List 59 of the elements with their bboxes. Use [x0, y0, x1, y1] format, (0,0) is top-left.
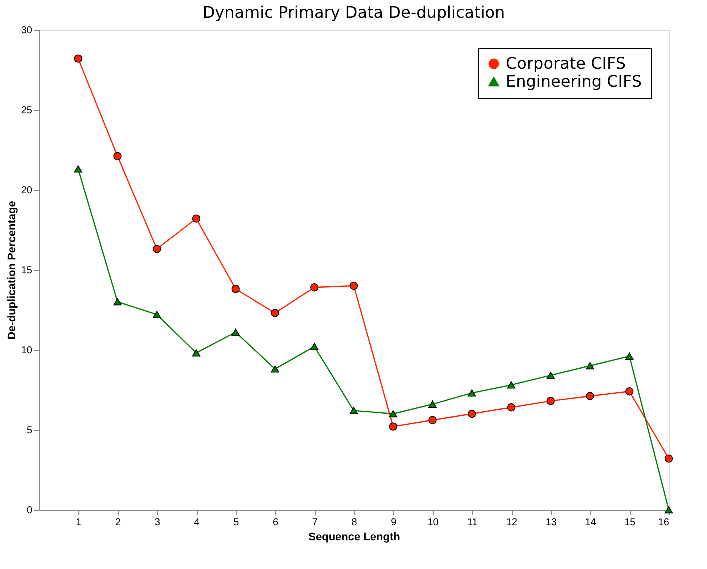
- point: [389, 422, 398, 431]
- x-tick-label: 6: [272, 518, 279, 528]
- point: [664, 454, 674, 463]
- x-tick-label: 16: [658, 518, 670, 528]
- x-tick-label: 8: [352, 518, 358, 528]
- point: [468, 410, 476, 418]
- legend-label: Corporate CIFS: [506, 54, 626, 73]
- point: [428, 400, 437, 408]
- point: [192, 214, 201, 223]
- x-tick-label: 4: [194, 518, 200, 528]
- x-tick-label: 12: [506, 518, 518, 528]
- x-tick-label: 10: [428, 518, 440, 528]
- y-tick-label: 25: [21, 106, 33, 116]
- y-tick-label: 5: [26, 426, 33, 436]
- point: [350, 282, 358, 290]
- y-tick-label: 20: [21, 186, 33, 196]
- x-tick-label: 9: [391, 518, 398, 528]
- x-tick-label: 14: [585, 518, 597, 528]
- x-tick-label: 3: [154, 518, 161, 528]
- point: [507, 382, 516, 389]
- point: [546, 372, 555, 380]
- point: [114, 298, 122, 306]
- point: [546, 397, 555, 406]
- x-tick-label: 1: [76, 518, 82, 528]
- legend-label: Engineering CIFS: [506, 72, 642, 91]
- y-axis-title: De-duplication Percentage: [6, 201, 18, 340]
- point: [74, 166, 82, 173]
- point: [232, 285, 240, 294]
- point: [428, 416, 437, 424]
- y-tick-label: 10: [21, 346, 33, 356]
- point: [232, 328, 240, 336]
- x-tick-label: 2: [115, 518, 122, 528]
- point: [468, 390, 476, 397]
- point: [74, 54, 82, 63]
- point: [310, 284, 319, 292]
- point: [626, 352, 634, 360]
- x-tick-label: 11: [467, 518, 478, 528]
- point: [507, 404, 516, 412]
- point: [153, 311, 162, 318]
- x-tick-label: 15: [624, 518, 636, 528]
- x-tick-label: 5: [234, 518, 240, 528]
- x-tick-label: 13: [546, 518, 558, 528]
- point: [114, 152, 122, 160]
- point: [586, 392, 594, 400]
- point: [626, 388, 634, 396]
- point: [586, 362, 594, 370]
- point: [271, 366, 280, 373]
- chart-title: Dynamic Primary Data De-duplication: [202, 3, 506, 22]
- x-axis-title: Sequence Length: [308, 532, 401, 544]
- y-tick-label: 30: [21, 26, 33, 36]
- x-tick-label: 7: [312, 518, 318, 528]
- point: [350, 407, 358, 414]
- y-tick-label: 15: [21, 266, 33, 276]
- y-tick-label: 0: [26, 506, 33, 516]
- point: [389, 410, 398, 418]
- point: [192, 350, 201, 357]
- point: [310, 343, 319, 350]
- point: [271, 309, 280, 318]
- point: [153, 245, 162, 254]
